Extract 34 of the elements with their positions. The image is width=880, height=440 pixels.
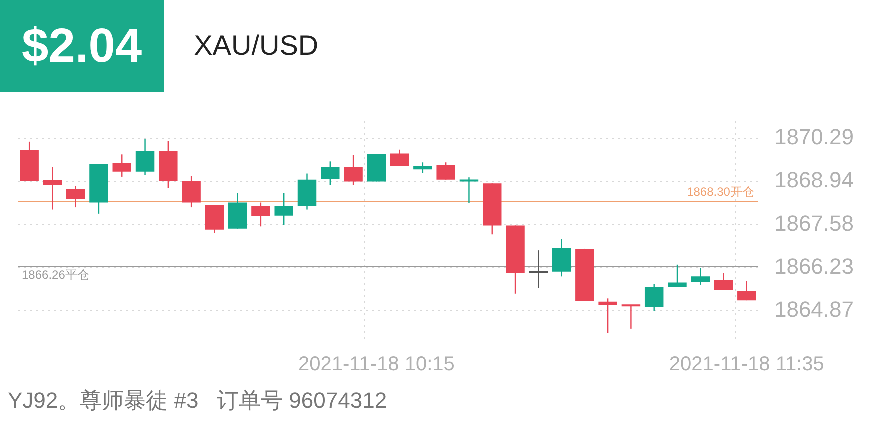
x-tick-label: 2021-11-18 11:35 (669, 354, 824, 376)
candlestick (436, 162, 456, 180)
candlestick (182, 176, 201, 208)
candlestick (321, 161, 340, 186)
candlestick (738, 280, 756, 302)
candlestick (414, 162, 432, 174)
candlestick (274, 192, 294, 226)
candlestick (112, 154, 132, 178)
candlestick (714, 272, 734, 291)
y-tick-label: 1870.29 (774, 124, 854, 150)
candlestick (644, 283, 664, 312)
candlestick (529, 250, 548, 289)
ref-line-label: 1868.30开仓 (687, 185, 754, 200)
candlestick (622, 304, 641, 330)
chart-title: $2.04 (0, 0, 164, 92)
candlestick (252, 202, 270, 228)
candlestick (43, 166, 62, 210)
candlestick (390, 149, 410, 168)
candlestick (552, 238, 572, 278)
y-tick-label: 1868.94 (774, 167, 854, 192)
candlestick (668, 264, 687, 288)
x-tick-label: 2021-11-18 10:15 (298, 354, 455, 376)
candlestick (344, 154, 363, 186)
y-tick-label: 1864.87 (774, 297, 854, 322)
text: YJ92。尊师暴徒 #3 订单号 96074312 (8, 387, 388, 415)
chart-subtitle: XAU/USD (194, 30, 319, 62)
candlestick (598, 298, 618, 334)
candlestick (66, 186, 86, 208)
candlestick (691, 267, 710, 286)
y-tick-label: 1866.23 (774, 254, 854, 279)
candlestick (460, 176, 479, 204)
ref-line-label: 1866.26平仓 (22, 268, 90, 282)
candlestick (136, 138, 155, 176)
y-tick-label: 1867.58 (774, 210, 854, 236)
